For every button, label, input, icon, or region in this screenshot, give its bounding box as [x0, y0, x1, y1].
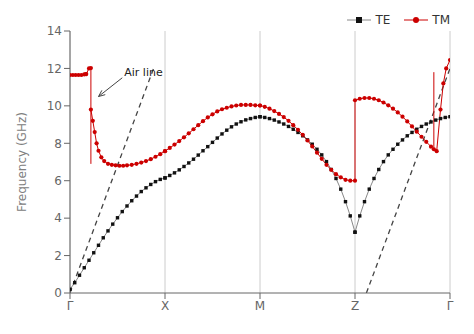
svg-text:Γ: Γ — [67, 299, 74, 313]
html-text:TM: TM — [432, 13, 450, 27]
svg-text:Frequency (GHz): Frequency (GHz) — [15, 112, 29, 212]
svg-text:12: 12 — [47, 62, 62, 76]
svg-text:Air line: Air line — [124, 66, 163, 79]
svg-text:6: 6 — [54, 174, 62, 188]
svg-text:X: X — [161, 299, 169, 313]
svg-text:10: 10 — [47, 99, 62, 113]
svg-text:4: 4 — [54, 211, 62, 225]
svg-text:Γ: Γ — [447, 299, 454, 313]
svg-text:8: 8 — [54, 137, 62, 151]
svg-text:Z: Z — [351, 299, 359, 313]
svg-text:0: 0 — [54, 286, 62, 300]
svg-text:2: 2 — [54, 249, 62, 263]
svg-text:14: 14 — [47, 24, 62, 38]
html-text:TE: TE — [375, 13, 391, 27]
svg-text:M: M — [255, 299, 265, 313]
